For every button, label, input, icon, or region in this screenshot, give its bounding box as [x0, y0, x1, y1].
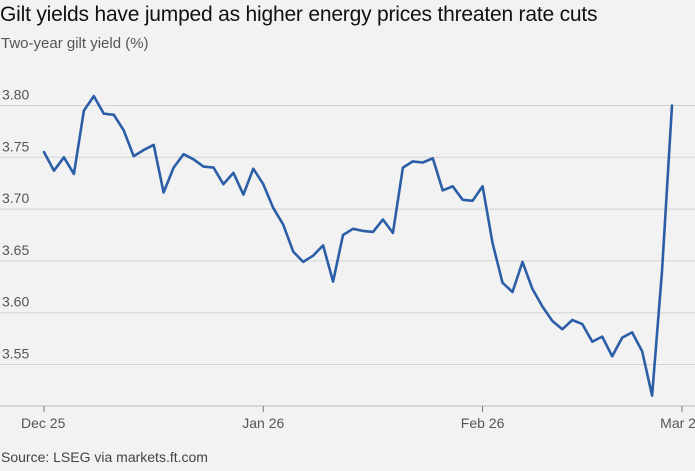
- y-tick-label: 3.65: [2, 242, 29, 258]
- x-tick-label: Feb 26: [461, 415, 505, 431]
- y-tick-label: 3.60: [2, 294, 29, 310]
- y-tick-label: 3.80: [2, 86, 29, 102]
- chart-source: Source: LSEG via markets.ft.com: [1, 449, 208, 465]
- chart-subtitle: Two-year gilt yield (%): [1, 35, 149, 52]
- y-tick-label: 3.70: [2, 190, 29, 206]
- series-line-gilt-yield: [42, 94, 674, 397]
- x-tick-label: Mar 26: [660, 415, 695, 431]
- x-tick-label: Dec 25: [21, 415, 66, 431]
- y-tick-label: 3.75: [2, 138, 29, 154]
- chart-title: Gilt yields have jumped as higher energy…: [0, 3, 598, 26]
- y-tick-label: 3.55: [2, 346, 29, 362]
- x-tick-label: Jan 26: [242, 415, 284, 431]
